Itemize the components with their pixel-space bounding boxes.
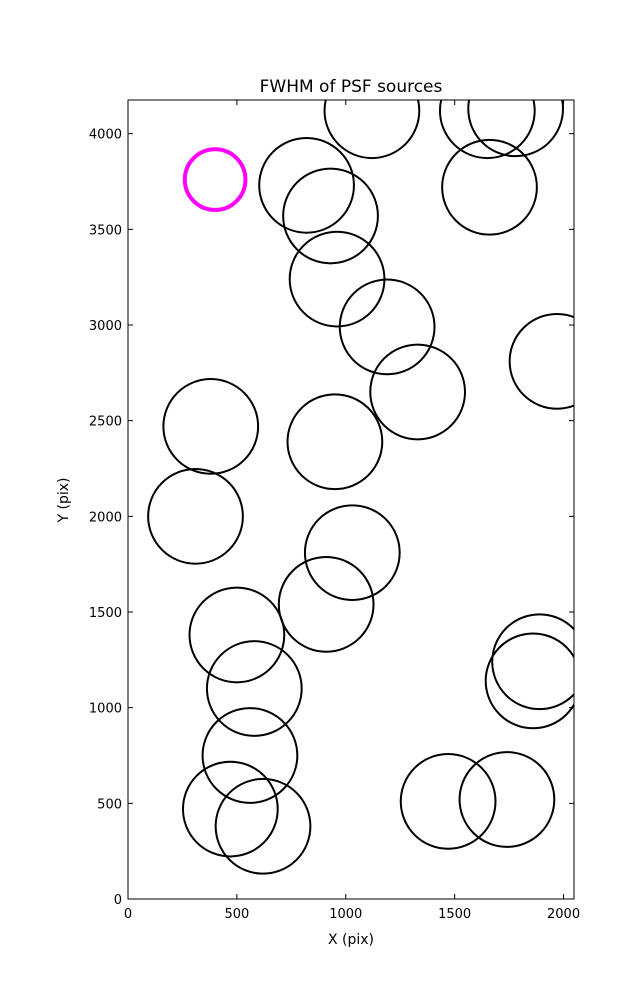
psf-source-circle — [484, 632, 574, 730]
y-tick-label: 1500 — [89, 606, 122, 621]
psf-source-circle — [369, 343, 467, 441]
y-axis-label: Y (pix) — [56, 478, 72, 524]
psf-source-circle — [181, 760, 279, 858]
psf-source-circle — [438, 100, 536, 160]
y-tick-label: 1000 — [89, 702, 122, 717]
y-tick-label: 3000 — [89, 319, 122, 334]
psf-source-circle — [399, 753, 497, 850]
y-tick-label: 0 — [114, 893, 122, 908]
plot-frame — [127, 99, 575, 900]
x-tick-label: 1500 — [438, 907, 471, 922]
x-tick-label: 1000 — [329, 907, 362, 922]
psf-source-circle — [282, 167, 379, 265]
psf-source-circle — [277, 555, 375, 653]
y-tick-label: 3500 — [89, 223, 122, 238]
psf-source-circle — [467, 100, 564, 158]
psf-source-circle — [441, 138, 538, 236]
x-tick-label: 0 — [124, 907, 132, 922]
x-tick-label: 500 — [224, 907, 249, 922]
psf-source-circle — [508, 313, 574, 410]
psf-source-circle — [205, 640, 303, 737]
plot-area — [147, 100, 574, 875]
psf-source-circle — [323, 100, 421, 160]
x-tick-label: 2000 — [547, 907, 580, 922]
psf-source-circle — [338, 278, 436, 376]
psf-source-circle — [147, 467, 244, 565]
x-axis-label: X (pix) — [328, 932, 374, 948]
psf-source-circle — [286, 393, 384, 491]
psf-source-circle — [188, 586, 286, 684]
psf-source-circle — [214, 777, 312, 875]
y-tick-label: 500 — [97, 797, 122, 812]
psf-source-circle — [162, 378, 260, 475]
y-tick-label: 4000 — [89, 128, 122, 143]
psf-source-circle — [258, 136, 355, 234]
reference-fwhm-circle — [182, 147, 248, 212]
psf-source-circle — [458, 751, 556, 848]
psf-source-circle — [288, 230, 386, 328]
y-tick-label: 2000 — [89, 510, 122, 525]
y-tick-label: 2500 — [89, 415, 122, 430]
psf-source-circle — [201, 707, 299, 804]
x-axis-ticks: 0 500 1000 1500 2000 — [124, 100, 580, 922]
psf-source-circle — [491, 613, 574, 711]
chart-title: FWHM of PSF sources — [260, 77, 443, 97]
psf-source-circle — [303, 504, 401, 602]
y-axis-ticks: 0 500 1000 1500 2000 2500 3000 3500 4000 — [89, 128, 574, 908]
